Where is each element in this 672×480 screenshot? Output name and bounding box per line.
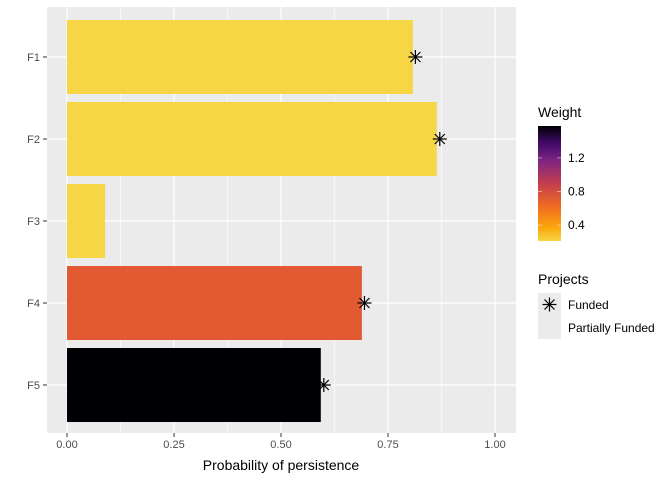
funded-point-F5 bbox=[316, 378, 331, 392]
legend-label-partially-funded: Partially Funded bbox=[568, 321, 655, 335]
bar-F2 bbox=[67, 102, 437, 176]
funded-point-F1 bbox=[408, 50, 423, 64]
weight-colorbar bbox=[538, 126, 561, 241]
funded-point-F2 bbox=[432, 132, 447, 146]
colorbar-tick-label: 0.4 bbox=[568, 218, 585, 232]
y-tick-label: F5 bbox=[27, 380, 40, 392]
y-tick-label: F4 bbox=[27, 298, 40, 310]
x-tick-label: 1.00 bbox=[484, 439, 505, 451]
funded-legend-star-icon bbox=[542, 297, 557, 312]
weight-legend-title: Weight bbox=[538, 104, 581, 120]
funded-point-F4 bbox=[357, 296, 372, 310]
x-axis-title: Probability of persistence bbox=[203, 457, 360, 473]
x-tick-label: 0.25 bbox=[163, 439, 184, 451]
x-tick-label: 0.00 bbox=[56, 439, 77, 451]
x-tick-label: 0.50 bbox=[270, 439, 291, 451]
projects-legend-key-partial bbox=[538, 316, 561, 339]
y-tick-label: F3 bbox=[27, 216, 40, 228]
x-tick-label: 0.75 bbox=[377, 439, 398, 451]
bar-F1 bbox=[67, 20, 413, 94]
legend-label-funded: Funded bbox=[568, 298, 609, 312]
y-tick-label: F1 bbox=[27, 52, 40, 64]
colorbar-tick-label: 1.2 bbox=[568, 151, 585, 165]
projects-legend-title: Projects bbox=[538, 271, 589, 287]
colorbar-tick-label: 0.8 bbox=[568, 184, 585, 198]
bar-F3 bbox=[67, 184, 106, 258]
bar-F4 bbox=[67, 266, 362, 340]
y-tick-label: F2 bbox=[27, 134, 40, 146]
bar-F5 bbox=[67, 348, 321, 422]
